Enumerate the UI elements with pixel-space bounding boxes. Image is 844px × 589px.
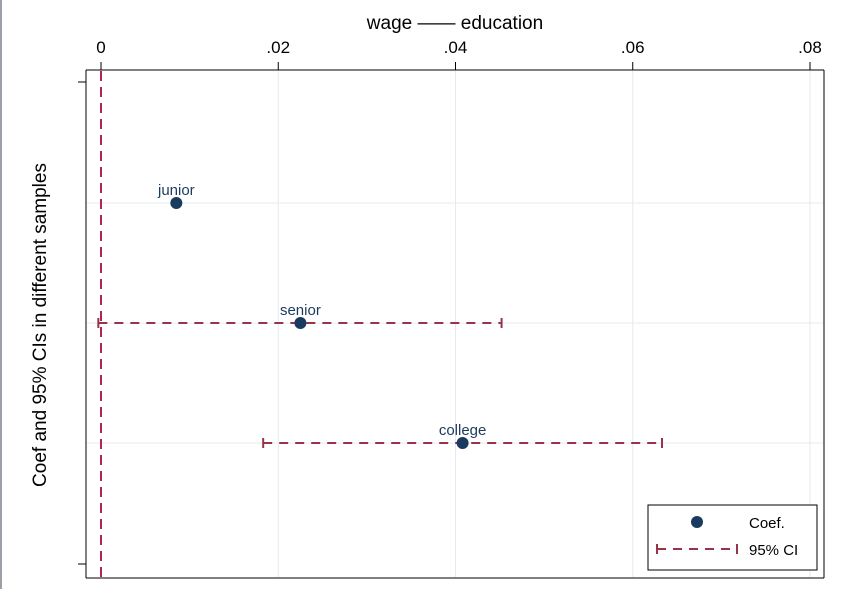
x-tick-label-4: .08 [798, 38, 822, 57]
coef-point-junior [170, 197, 183, 209]
x-tick-label-1: .02 [266, 38, 290, 57]
x-tick-label-0: 0 [96, 38, 105, 57]
x-tick-label-2: .04 [444, 38, 468, 57]
x-axis-ticks: 0 .02 .04 .06 .08 [96, 38, 822, 70]
chart-title: wage —— education [366, 13, 543, 34]
coefficient-points: junior senior college [157, 182, 486, 449]
legend-ci-label: 95% CI [749, 542, 798, 559]
legend-coef-label: Coef. [749, 515, 785, 532]
legend-box [647, 504, 818, 571]
y-axis-label: Coef and 95% CIs in different samples [30, 163, 51, 487]
legend-coef-marker [691, 516, 703, 528]
legend: Coef. 95% CI [647, 504, 818, 571]
point-label-junior: junior [157, 182, 195, 199]
x-tick-label-3: .06 [621, 38, 645, 57]
point-label-college: college [439, 422, 487, 439]
coef-point-senior [294, 317, 307, 329]
coef-point-college [456, 437, 469, 449]
point-label-senior: senior [280, 302, 321, 319]
